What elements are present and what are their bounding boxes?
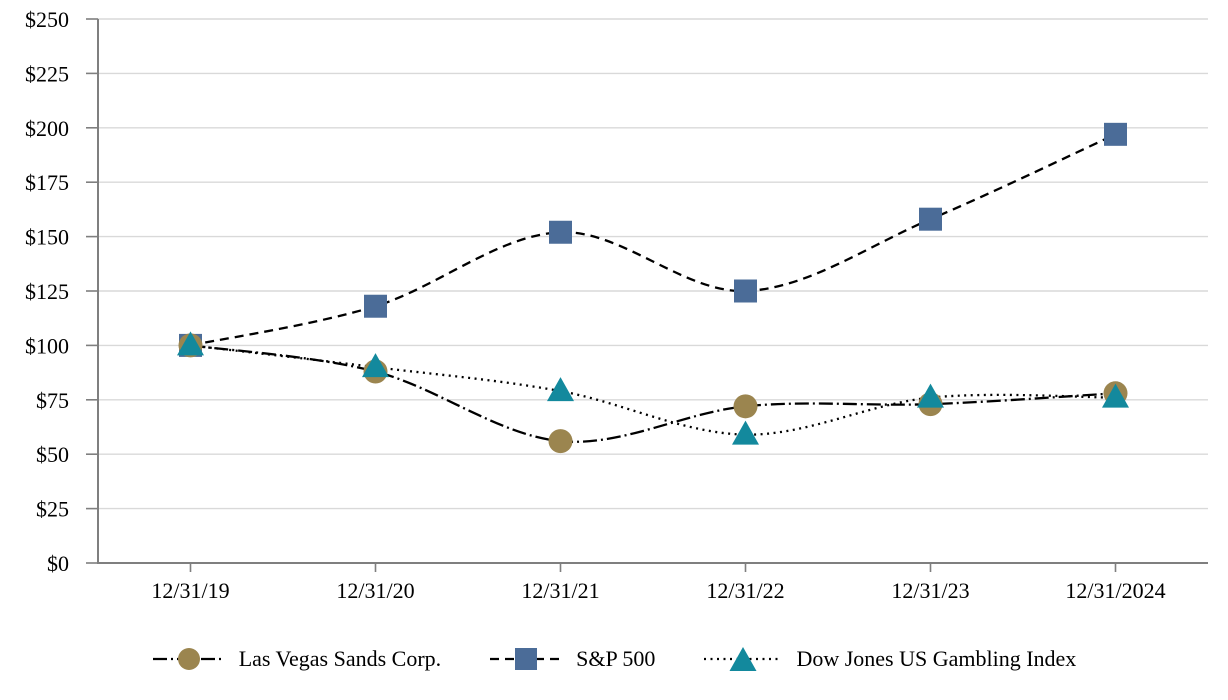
marker-square-s-p-500 — [919, 207, 942, 231]
marker-triangle-dow-jones-us-gambling-index — [362, 353, 389, 378]
y-tick-label: $150 — [25, 225, 69, 250]
marker-triangle-dow-jones-us-gambling-index — [1102, 383, 1129, 408]
series-line-dow-jones-us-gambling-index — [190, 344, 1116, 436]
marker-triangle-dow-jones-us-gambling-index — [547, 377, 574, 402]
marker-triangle-dow-jones-us-gambling-index — [917, 383, 944, 408]
triangle-marker-icon — [729, 647, 757, 671]
y-tick-label: $175 — [25, 170, 69, 195]
y-tick-label: $50 — [36, 442, 69, 467]
legend-sample-dashed-line — [490, 648, 563, 670]
y-tick-label: $100 — [25, 333, 69, 358]
legend-sample-dotted-line — [704, 647, 783, 671]
legend-label-las-vegas-sands: Las Vegas Sands Corp. — [238, 646, 442, 671]
marker-square-s-p-500 — [364, 294, 387, 318]
y-tick-label: $75 — [36, 388, 69, 413]
series-line-s-p-500 — [190, 133, 1116, 347]
y-tick-label: $250 — [25, 7, 69, 32]
marker-triangle-dow-jones-us-gambling-index — [732, 420, 759, 445]
marker-square-s-p-500 — [734, 279, 757, 303]
y-tick-label: $200 — [25, 116, 69, 141]
legend-label-sp500: S&P 500 — [576, 646, 656, 671]
x-tick-label: 12/31/19 — [151, 578, 229, 603]
legend-item-dj-gambling: Dow Jones US Gambling Index — [703, 645, 1076, 673]
x-tick-label: 12/31/21 — [521, 578, 599, 603]
series-line-las-vegas-sands-corp — [190, 344, 1116, 443]
legend: Las Vegas Sands Corp. S&P 500 Dow Jones … — [0, 632, 1228, 686]
legend-item-las-vegas-sands: Las Vegas Sands Corp. — [152, 645, 441, 673]
x-tick-label: 12/31/23 — [891, 578, 969, 603]
circle-marker-icon — [177, 648, 200, 670]
legend-item-sp500: S&P 500 — [489, 645, 655, 673]
x-tick-label: 12/31/20 — [336, 578, 414, 603]
legend-sample-dash-dot-line — [152, 648, 225, 670]
marker-square-s-p-500 — [1104, 122, 1127, 146]
y-tick-label: $225 — [25, 61, 69, 86]
x-tick-label: 12/31/2024 — [1065, 578, 1165, 603]
legend-label-dj-gambling: Dow Jones US Gambling Index — [796, 646, 1077, 671]
y-tick-label: $125 — [25, 279, 69, 304]
y-tick-label: $0 — [47, 551, 69, 576]
chart-canvas: $0 $25 $50 $75 $100 $125 $150 $175 $200 $225 $250 1… — [25, 7, 1208, 603]
marker-triangle-dow-jones-us-gambling-index — [177, 331, 204, 356]
y-tick-label: $25 — [36, 497, 69, 522]
x-tick-label: 12/31/22 — [706, 578, 784, 603]
marker-circle-las-vegas-sands-corp — [733, 394, 758, 419]
square-marker-icon — [515, 648, 538, 670]
marker-square-s-p-500 — [549, 220, 572, 244]
marker-circle-las-vegas-sands-corp — [548, 429, 573, 454]
